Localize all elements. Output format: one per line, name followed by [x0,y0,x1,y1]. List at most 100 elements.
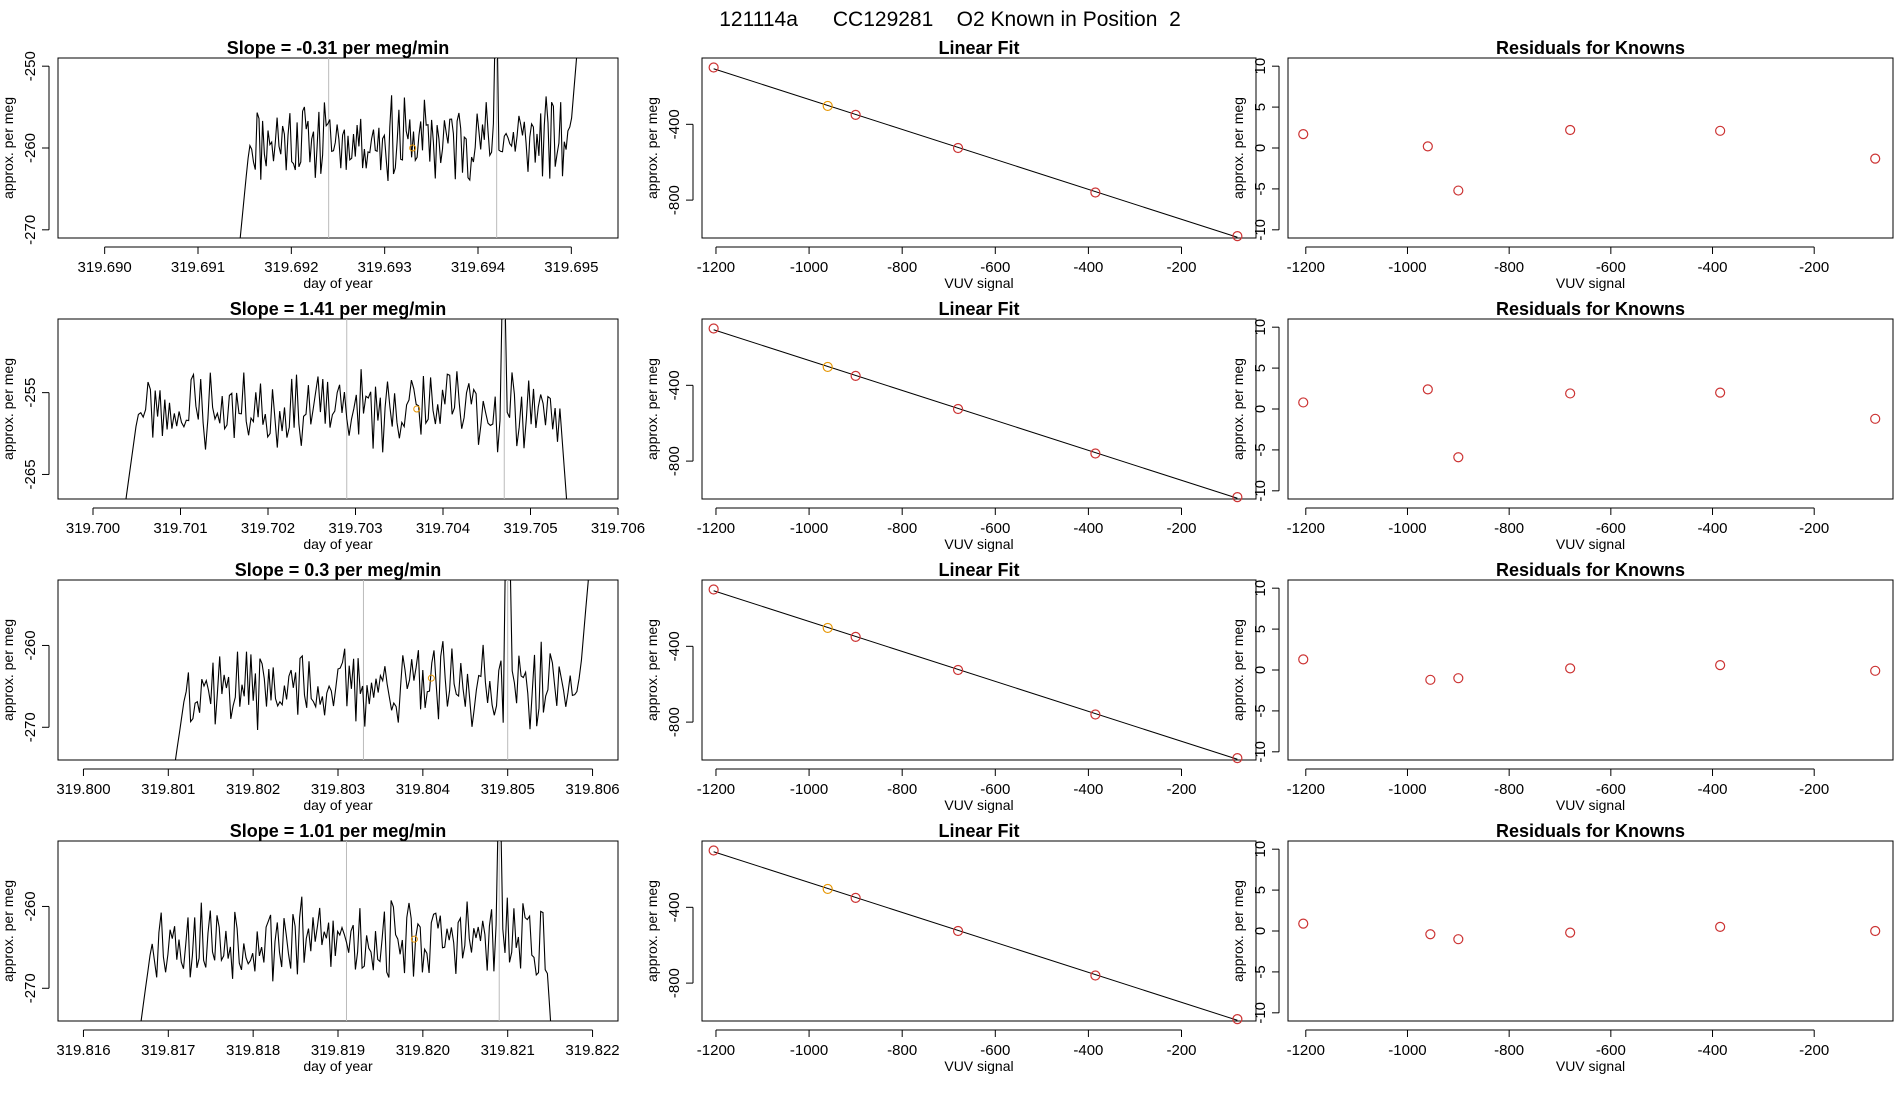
fit-point [822,361,833,373]
x-tick-label: -800 [887,520,917,537]
plot-area [140,841,552,1021]
x-tick-label: -1200 [1287,781,1325,798]
y-tick-label: 0 [1252,144,1269,152]
y-axis-label: approx. per meg [0,358,16,460]
x-axis-label: day of year [303,797,373,813]
x-tick-label: -200 [1799,259,1829,276]
fit-line [713,590,1238,760]
x-tick-label: -1000 [790,520,828,537]
residual-point [1715,659,1726,671]
y-tick-label: -10 [1252,1002,1269,1024]
x-tick-label: -1200 [1287,520,1325,537]
x-tick-label: -600 [980,520,1010,537]
timeseries-panel: Slope = 1.41 per meg/min 319.700 319.701 31… [0,299,645,552]
panel-title: Residuals for Knowns [1496,38,1685,58]
fit-point [822,100,833,112]
y-tick-label: 10 [1252,319,1269,336]
residual-point [1870,925,1881,937]
y-axis-label: approx. per meg [644,97,660,199]
residual-point [1298,918,1309,929]
residual-point [1715,921,1726,933]
timeseries-panel: Slope = -0.31 per meg/min 319.690 319.691 3… [0,38,619,291]
series-line [239,58,578,238]
x-axis-label: VUV signal [1556,797,1625,813]
x-axis-label: VUV signal [1556,275,1625,291]
y-tick-label: 10 [1252,841,1269,858]
fit-point [1232,492,1243,503]
fit-point [850,109,861,120]
residual-point [1425,929,1436,940]
y-tick-label: -270 [22,712,39,742]
y-axis-label: approx. per meg [1230,358,1246,460]
residual-point [1453,673,1464,684]
y-axis-label: approx. per meg [0,619,16,721]
x-tick-label: -400 [1698,259,1728,276]
x-axis-label: day of year [303,1058,373,1074]
x-tick-label: -800 [1494,781,1524,798]
plot-area [174,580,589,760]
y-tick-label: -400 [666,370,683,400]
plot-frame [57,579,619,761]
y-axis-label: approx. per meg [0,880,16,982]
residual-point [1453,185,1464,196]
x-tick-label: -1000 [790,259,828,276]
highlight-point [427,674,435,682]
y-tick-label: -400 [666,109,683,139]
y-tick-label: 10 [1252,580,1269,597]
y-axis-label: approx. per meg [644,880,660,982]
residual-point [1565,388,1576,399]
residual-point [1298,128,1309,140]
y-tick-label: -5 [1252,443,1269,456]
figure-title: 121114a CC129281 O2 Known in Position 2 [719,8,1181,31]
x-axis-label: VUV signal [944,1058,1013,1074]
x-tick-label: 319.691 [171,259,225,276]
x-tick-label: 319.703 [328,520,382,537]
x-tick-label: 319.816 [56,1042,110,1059]
plot-frame [57,57,619,239]
panel-title: Linear Fit [938,821,1019,841]
fit-point [850,631,861,642]
fit-point [952,142,964,154]
x-tick-label: -1000 [1388,520,1426,537]
residuals-panel: Residuals for Knowns -1200 -1000 -800 -600 -4… [1230,38,1894,291]
x-tick-label: -200 [1166,520,1196,537]
fit-line [713,329,1238,499]
y-tick-label: -260 [22,133,39,163]
x-tick-label: 319.700 [66,520,120,537]
residual-point [1715,387,1726,398]
y-tick-label: 10 [1252,58,1269,75]
y-tick-label: -800 [666,707,683,737]
fit-point [1232,753,1243,764]
x-tick-label: -1000 [1388,1042,1426,1059]
panel-title: Slope = 1.01 per meg/min [230,821,447,841]
series-line [140,841,552,1021]
y-tick-label: -800 [666,446,683,476]
x-tick-label: -400 [1073,520,1103,537]
x-tick-label: -600 [980,259,1010,276]
fit-point [708,584,719,595]
x-tick-label: -1200 [697,781,735,798]
plot-frame [701,57,1257,239]
y-tick-label: -5 [1252,965,1269,978]
x-tick-label: 319.818 [226,1042,280,1059]
plot-area [125,319,568,499]
x-tick-label: -1200 [697,259,735,276]
fit-point [1090,187,1101,198]
x-tick-label: -800 [887,259,917,276]
x-tick-label: 319.702 [241,520,295,537]
x-tick-label: -200 [1799,520,1829,537]
panel-title: Slope = -0.31 per meg/min [227,38,450,58]
plot-frame [701,840,1257,1022]
x-tick-label: 319.800 [56,781,110,798]
x-tick-label: -200 [1799,781,1829,798]
x-tick-label: 319.801 [141,781,195,798]
x-tick-label: 319.804 [396,781,450,798]
plot-frame [1287,840,1894,1022]
x-tick-label: -400 [1073,259,1103,276]
x-tick-label: -1000 [1388,259,1426,276]
plot-frame [701,318,1257,500]
fit-line [713,68,1238,238]
panel-title: Linear Fit [938,560,1019,580]
x-axis-label: VUV signal [1556,536,1625,552]
x-tick-label: -600 [1596,259,1626,276]
